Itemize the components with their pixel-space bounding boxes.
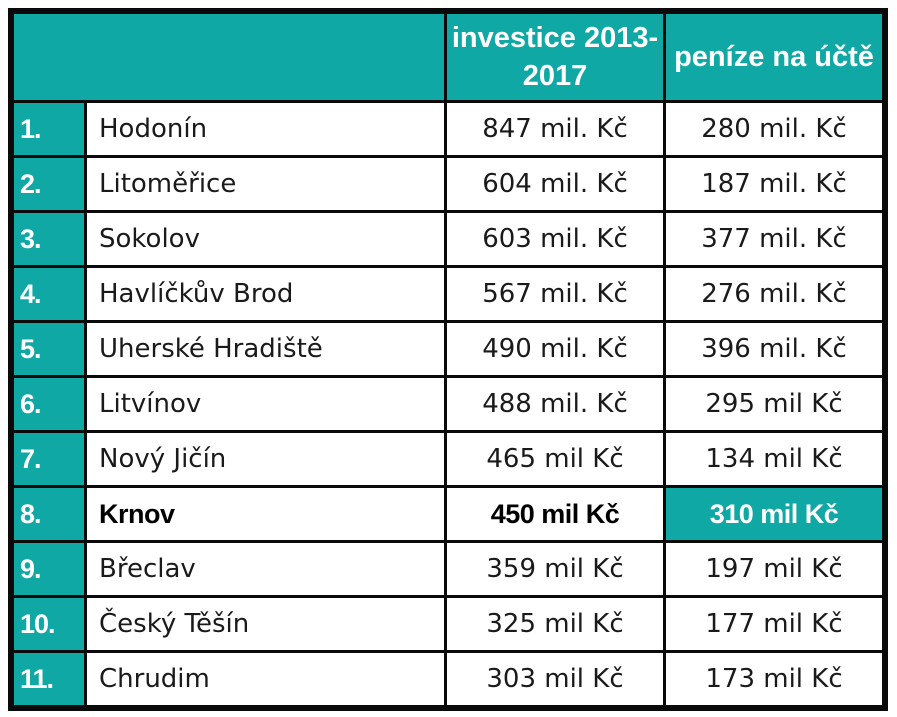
table-body: 1. Hodonín 847 mil. Kč 280 mil. Kč 2. Litoměř… [14, 103, 882, 705]
investice-cell: 465 mil Kč [447, 433, 663, 485]
table-row: 4. Havlíčkův Brod 567 mil. Kč 276 mil. Kč [14, 268, 882, 320]
city-cell: Havlíčkův Brod [87, 268, 444, 320]
rank-cell: 11. [14, 653, 84, 705]
penize-cell: 177 mil Kč [666, 598, 882, 650]
table-row: 8. Krnov 450 mil Kč 310 mil Kč [14, 488, 882, 540]
table-row: 11. Chrudim 303 mil Kč 173 mil Kč [14, 653, 882, 705]
city-cell: Břeclav [87, 543, 444, 595]
rank-cell: 7. [14, 433, 84, 485]
table-row: 7. Nový Jičín 465 mil Kč 134 mil Kč [14, 433, 882, 485]
investice-cell: 603 mil. Kč [447, 213, 663, 265]
penize-cell: 377 mil. Kč [666, 213, 882, 265]
rank-cell: 5. [14, 323, 84, 375]
rank-cell: 1. [14, 103, 84, 155]
investice-cell: 604 mil. Kč [447, 158, 663, 210]
column-header-investice: investice 2013-2017 [447, 14, 663, 100]
rank-cell: 3. [14, 213, 84, 265]
investice-cell: 488 mil. Kč [447, 378, 663, 430]
city-cell: Krnov [87, 488, 444, 540]
investice-cell: 567 mil. Kč [447, 268, 663, 320]
penize-cell: 134 mil Kč [666, 433, 882, 485]
table-row: 10. Český Těšín 325 mil Kč 177 mil Kč [14, 598, 882, 650]
rank-cell: 10. [14, 598, 84, 650]
city-cell: Sokolov [87, 213, 444, 265]
city-cell: Litvínov [87, 378, 444, 430]
ranking-table: investice 2013-2017 peníze na účtě 1. Hod… [11, 11, 885, 708]
city-cell: Nový Jičín [87, 433, 444, 485]
ranking-table-frame: investice 2013-2017 peníze na účtě 1. Hod… [8, 8, 888, 711]
investice-cell: 450 mil Kč [447, 488, 663, 540]
penize-cell: 396 mil. Kč [666, 323, 882, 375]
table-row: 6. Litvínov 488 mil. Kč 295 mil Kč [14, 378, 882, 430]
investice-cell: 490 mil. Kč [447, 323, 663, 375]
penize-cell: 310 mil Kč [666, 488, 882, 540]
table-header-row: investice 2013-2017 peníze na účtě [14, 14, 882, 100]
rank-cell: 2. [14, 158, 84, 210]
rank-cell: 9. [14, 543, 84, 595]
column-header-penize: peníze na účtě [666, 14, 882, 100]
header-empty-cell [14, 14, 444, 100]
table-row: 1. Hodonín 847 mil. Kč 280 mil. Kč [14, 103, 882, 155]
table-row: 3. Sokolov 603 mil. Kč 377 mil. Kč [14, 213, 882, 265]
city-cell: Chrudim [87, 653, 444, 705]
investice-cell: 847 mil. Kč [447, 103, 663, 155]
investice-cell: 325 mil Kč [447, 598, 663, 650]
rank-cell: 4. [14, 268, 84, 320]
investice-cell: 359 mil Kč [447, 543, 663, 595]
city-cell: Hodonín [87, 103, 444, 155]
city-cell: Český Těšín [87, 598, 444, 650]
rank-cell: 6. [14, 378, 84, 430]
penize-cell: 173 mil Kč [666, 653, 882, 705]
penize-cell: 197 mil Kč [666, 543, 882, 595]
penize-cell: 280 mil. Kč [666, 103, 882, 155]
penize-cell: 187 mil. Kč [666, 158, 882, 210]
table-row: 9. Břeclav 359 mil Kč 197 mil Kč [14, 543, 882, 595]
penize-cell: 276 mil. Kč [666, 268, 882, 320]
table-row: 5. Uherské Hradiště 490 mil. Kč 396 mil. Kč [14, 323, 882, 375]
city-cell: Uherské Hradiště [87, 323, 444, 375]
table-row: 2. Litoměřice 604 mil. Kč 187 mil. Kč [14, 158, 882, 210]
city-cell: Litoměřice [87, 158, 444, 210]
rank-cell: 8. [14, 488, 84, 540]
penize-cell: 295 mil Kč [666, 378, 882, 430]
investice-cell: 303 mil Kč [447, 653, 663, 705]
